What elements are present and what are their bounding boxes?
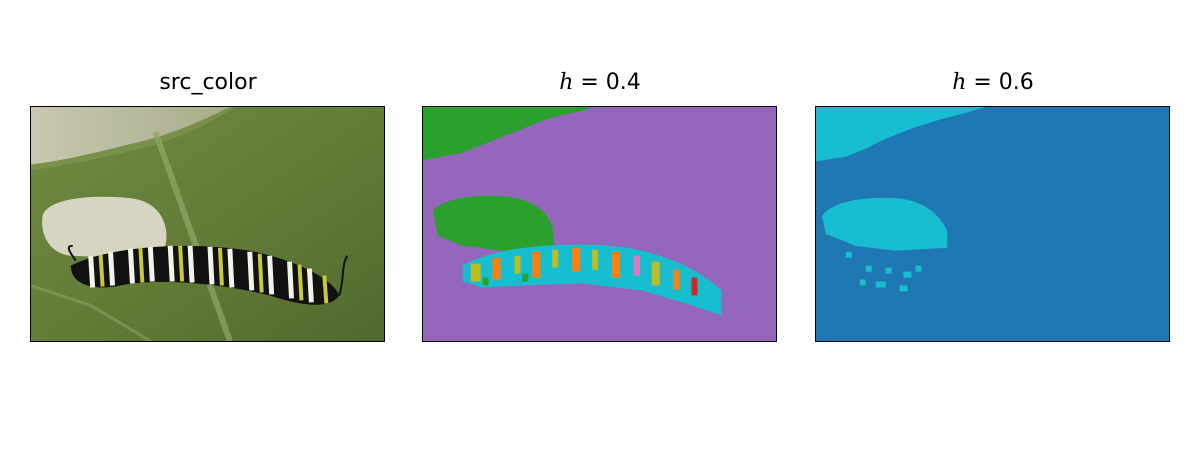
segmentation-map-0-6	[816, 107, 1169, 341]
title-variable: h	[559, 70, 574, 95]
caterpillar-photo	[31, 107, 384, 341]
title-text: src_color	[159, 70, 257, 95]
segment-cyan-speckles	[845, 251, 922, 292]
caterpillar-yellow-stripes	[98, 245, 329, 304]
title-variable: h	[952, 70, 967, 95]
title-value: 0.4	[605, 70, 641, 95]
source-image	[30, 106, 385, 342]
title-equals: =	[573, 70, 606, 95]
panel-title-h-0-6: h = 0.6	[815, 70, 1171, 95]
segment-green-hole	[432, 195, 555, 251]
panel-title-src-color: src_color	[30, 70, 386, 95]
segment-cyan-hole	[821, 197, 948, 251]
segment-cyan-top	[816, 107, 986, 162]
caterpillar-tentacle	[338, 255, 349, 296]
title-value: 0.6	[998, 70, 1034, 95]
caterpillar-white-stripes	[88, 245, 314, 303]
segmentation-h-0-6	[815, 106, 1170, 342]
segmentation-map-0-4	[423, 107, 776, 341]
segment-stripe-speckles	[470, 247, 698, 296]
leaf-vein	[152, 130, 233, 341]
background-sky	[31, 107, 230, 165]
leaf-hole	[42, 196, 167, 257]
segment-green-top	[423, 107, 593, 161]
title-equals: =	[966, 70, 999, 95]
panel-title-h-0-4: h = 0.4	[422, 70, 778, 95]
segmentation-h-0-4	[422, 106, 777, 342]
